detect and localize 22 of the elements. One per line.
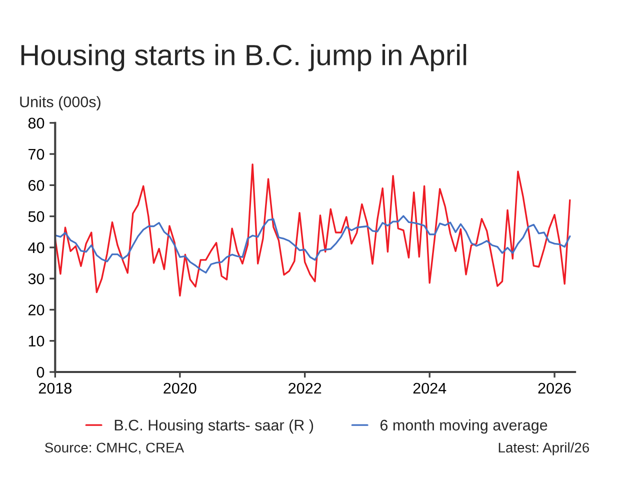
legend-label: B.C. Housing starts- saar (R ) [114,419,314,434]
y-tick-label: 60 [28,180,44,191]
y-tick-label: 70 [28,148,44,160]
line-series [55,215,571,274]
line-series [55,163,571,297]
y-tick-label: 80 [28,118,44,129]
chart-title: Housing starts in B.C. jump in April [21,44,466,72]
x-tick-label: 2020 [164,382,196,394]
x-tick-label: 2026 [538,382,571,394]
x-tick-label: 2024 [413,382,446,394]
x-tick-label: 2022 [288,382,322,394]
y-axis-title: Units (000s) [20,96,100,110]
y-tick-label: 20 [28,304,44,316]
legend-label: 6 month moving average [380,419,548,434]
y-tick-label: 40 [28,242,44,254]
y-tick-label: 10 [28,336,44,347]
x-tick-label: 2018 [38,382,72,394]
y-tick-label: 30 [28,273,44,284]
y-tick-label: 50 [28,211,44,222]
text: Latest: April/26 [498,442,590,456]
y-tick-label: 0 [36,366,44,378]
source-note: Source: CMHC, CREA [45,442,184,454]
